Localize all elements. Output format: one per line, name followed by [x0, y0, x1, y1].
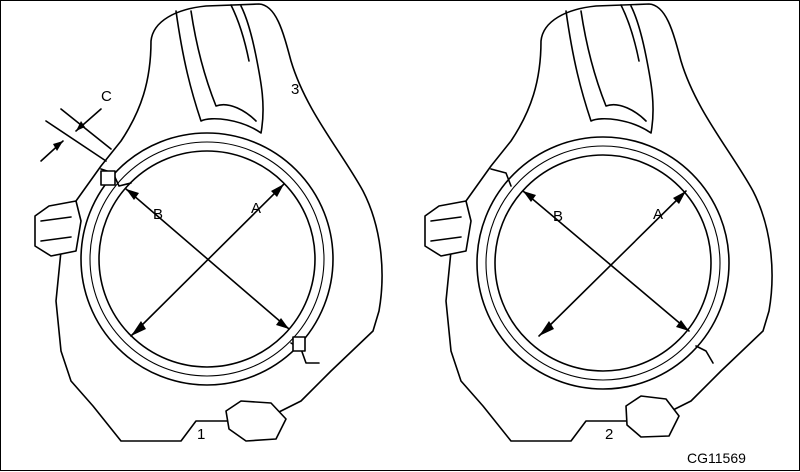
left-gap-arrowhead-2	[76, 121, 85, 131]
left-gap-arrowhead-1	[53, 141, 63, 151]
right-label-b: B	[553, 208, 563, 225]
right-bearing-shell	[485, 145, 721, 381]
left-rod-edge	[230, 4, 250, 62]
right-cap-nut	[625, 395, 680, 438]
right-arrow-b1	[523, 191, 536, 202]
gap-label-c: C	[101, 88, 112, 105]
left-gap-leader-1	[45, 120, 107, 162]
left-rod-rib-inner	[190, 10, 257, 122]
left-arrow-a2	[271, 184, 284, 197]
figure-code: CG11569	[687, 450, 746, 466]
left-label-a: A	[251, 200, 261, 217]
left-cap-bolt-lines	[40, 216, 72, 242]
left-rod-rib	[175, 5, 264, 134]
right-rod-rib	[565, 5, 654, 134]
left-cap-bolt	[34, 200, 82, 257]
right-cap-bolt	[424, 200, 472, 257]
right-bore-outer	[476, 136, 730, 390]
right-arrow-a2	[673, 191, 686, 204]
right-joint-bottom	[695, 345, 714, 364]
left-arrow-b2	[276, 318, 289, 329]
left-tang-top	[100, 170, 116, 186]
right-rod-assembly	[424, 3, 773, 442]
left-label-b: B	[153, 206, 163, 223]
left-gap-leader-2	[60, 108, 112, 150]
right-rod-rib-inner	[580, 10, 647, 122]
right-arrow-b2	[676, 320, 689, 331]
left-bearing-inner	[98, 150, 316, 368]
right-bearing-inner	[494, 154, 712, 372]
right-arrow-a1	[539, 321, 554, 336]
left-diameter-b-line	[125, 188, 290, 330]
left-cap-nut	[225, 400, 287, 442]
right-rod-edge	[620, 4, 640, 62]
right-cap-bolt-lines	[430, 216, 462, 242]
view-number-1: 1	[197, 426, 205, 443]
left-bearing-shell	[89, 141, 325, 377]
left-arrow-b1	[126, 189, 139, 200]
left-arrow-a1	[131, 321, 146, 336]
right-diameter-a-line	[538, 190, 687, 337]
right-rod-beam	[445, 3, 773, 442]
right-label-a: A	[653, 206, 663, 223]
left-rod-assembly	[34, 3, 383, 442]
right-joint-top	[490, 168, 512, 187]
right-diameter-b-line	[522, 190, 690, 332]
left-bore-outer	[80, 132, 334, 386]
left-tang-bottom	[292, 336, 306, 352]
view-number-2: 2	[605, 426, 613, 443]
rod-number-3: 3	[291, 81, 299, 98]
